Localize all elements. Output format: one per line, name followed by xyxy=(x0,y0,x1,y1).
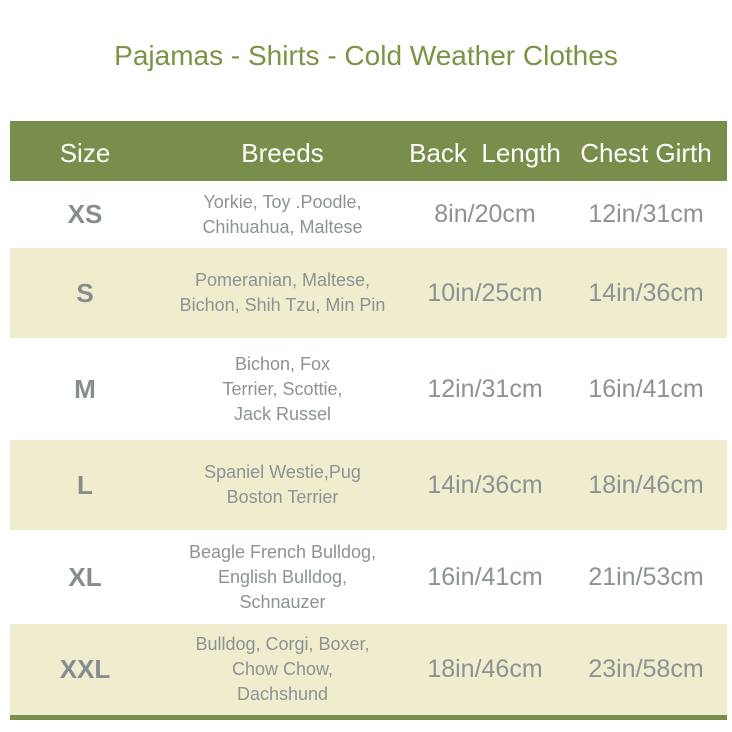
back-length-cell: 10in/25cm xyxy=(427,278,543,307)
breeds-cell: Yorkie, Toy .Poodle, Chihuahua, Maltese xyxy=(160,190,405,240)
size-cell: S xyxy=(76,277,94,308)
page-title: Pajamas - Shirts - Cold Weather Clothes xyxy=(114,40,618,71)
chest-girth-cell: 23in/58cm xyxy=(588,655,704,683)
table-row: M Bichon, Fox Terrier, Scottie, Jack Russe… xyxy=(10,338,727,440)
chest-girth-cell: 21in/53cm xyxy=(588,562,704,591)
breed-line: Bichon, Shih Tzu, Min Pin xyxy=(179,295,386,315)
breed-line: Jack Russel xyxy=(233,403,332,424)
size-cell: XXL xyxy=(59,654,111,684)
back-length-cell: 12in/31cm xyxy=(427,374,543,403)
back-length-cell: 14in/36cm xyxy=(427,470,543,499)
breed-line: English Bulldog, xyxy=(217,566,348,587)
breed-line: Bichon, Fox xyxy=(234,353,331,374)
table-row: XL Beagle French Bulldog, English Bulldog… xyxy=(10,530,727,624)
table-row: L Spaniel Westie,Pug Boston Terrier 14in/… xyxy=(10,440,727,530)
breeds-cell: Pomeranian, Maltese, Bichon, Shih Tzu, Mi… xyxy=(160,268,405,318)
header-breeds: Breeds xyxy=(241,137,324,168)
chest-girth-cell: 14in/36cm xyxy=(588,278,704,307)
breed-line: Spaniel Westie,Pug xyxy=(204,462,361,482)
size-chart-table: Size Breeds Back Length Chest Girth XS Y… xyxy=(10,121,727,720)
breed-line: Schnauzer xyxy=(239,591,326,612)
size-cell: M xyxy=(74,373,96,404)
table-header: Size Breeds Back Length Chest Girth xyxy=(10,121,727,181)
chest-girth-cell: 18in/46cm xyxy=(588,470,704,499)
header-size: Size xyxy=(59,137,111,168)
breed-line: Chihuahua, Maltese xyxy=(202,216,363,237)
breed-line: Boston Terrier xyxy=(226,487,339,507)
breed-line: Dachshund xyxy=(236,684,329,704)
back-length-cell: 8in/20cm xyxy=(434,200,536,228)
breed-line: Pomeranian, Maltese, xyxy=(194,270,371,290)
header-chest-girth: Chest Girth xyxy=(580,137,712,168)
back-length-cell: 16in/41cm xyxy=(427,562,543,591)
breed-line: Beagle French Bulldog, xyxy=(188,541,377,562)
breeds-cell: Beagle French Bulldog, English Bulldog, Sc… xyxy=(160,540,405,615)
table-row: S Pomeranian, Maltese, Bichon, Shih Tzu, … xyxy=(10,248,727,338)
size-cell: L xyxy=(77,469,93,500)
table-row: XS Yorkie, Toy .Poodle, Chihuahua, Maltes… xyxy=(10,181,727,248)
breeds-cell: Bulldog, Corgi, Boxer, Chow Chow, Dachshun… xyxy=(160,632,405,707)
breed-line: Chow Chow, xyxy=(231,659,334,679)
back-length-cell: 18in/46cm xyxy=(427,655,543,683)
bottom-border xyxy=(10,715,727,720)
breed-line: Terrier, Scottie, xyxy=(222,378,343,399)
breeds-cell: Spaniel Westie,Pug Boston Terrier xyxy=(160,460,405,510)
header-back-length: Back Length xyxy=(409,137,561,168)
chest-girth-cell: 16in/41cm xyxy=(588,374,704,403)
breed-line: Yorkie, Toy .Poodle, xyxy=(203,191,362,212)
breeds-cell: Bichon, Fox Terrier, Scottie, Jack Russel xyxy=(160,352,405,427)
size-cell: XL xyxy=(68,561,102,592)
table-row: XXL Bulldog, Corgi, Boxer, Chow Chow, Dach… xyxy=(10,624,727,715)
size-cell: XS xyxy=(67,199,103,229)
chest-girth-cell: 12in/31cm xyxy=(588,200,704,228)
breed-line: Bulldog, Corgi, Boxer, xyxy=(195,634,370,654)
